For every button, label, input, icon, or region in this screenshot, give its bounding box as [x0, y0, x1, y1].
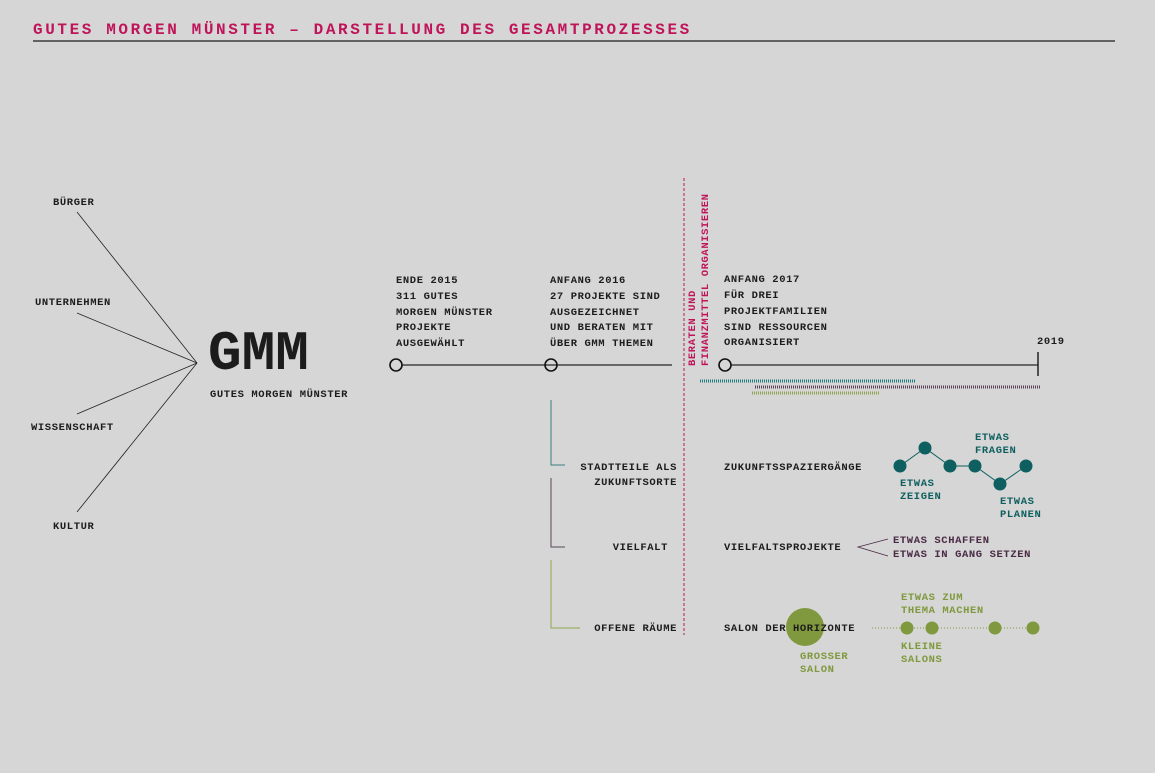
walk-planen: ETWAS [1000, 496, 1035, 508]
milestone-marker [718, 358, 732, 372]
walk-path [893, 441, 1033, 491]
salon-thema: ETWAS ZUM [901, 592, 963, 604]
kleine-salon-dots [900, 621, 1040, 635]
svg-text:27 PROJEKTE SIND: 27 PROJEKTE SIND [550, 291, 660, 303]
actor-kultur: KULTUR [53, 521, 95, 533]
svg-text:FINANZMITTEL ORGANISIEREN: FINANZMITTEL ORGANISIEREN [700, 193, 712, 366]
theme-vielfalt: VIELFALT [613, 542, 668, 554]
svg-text:311 GUTES: 311 GUTES [396, 291, 458, 303]
theme-offene-raeume: OFFENE RÄUME [594, 622, 677, 635]
project-vielfaltsprojekte: VIELFALTSPROJEKTE [724, 542, 841, 554]
svg-text:ORGANISIERT: ORGANISIERT [724, 337, 800, 349]
walk-zeigen: ETWAS [900, 478, 935, 490]
salon-gross: GROSSER [800, 651, 848, 663]
theme-stadtteile: STADTTEILE ALS [580, 462, 677, 474]
page-title: GUTES MORGEN MÜNSTER – DARSTELLUNG DES G… [33, 20, 692, 39]
actor-wissenschaft: WISSENSCHAFT [31, 422, 114, 434]
branch-olive [550, 560, 580, 629]
grosser-salon-dot [786, 608, 824, 646]
svg-text:UND BERATEN MIT: UND BERATEN MIT [550, 322, 654, 334]
svg-text:FÜR DREI: FÜR DREI [724, 289, 779, 302]
salon-thema-2: THEMA MACHEN [901, 605, 984, 617]
vielfalt-schaffen: ETWAS SCHAFFEN [893, 535, 990, 547]
svg-text:AUSGEWÄHLT: AUSGEWÄHLT [396, 337, 465, 350]
svg-text:AUSGEZEICHNET: AUSGEZEICHNET [550, 307, 640, 319]
divider-label: BERATEN UND FINANZMITTEL ORGANISIEREN [687, 193, 712, 366]
walk-fragen-2: FRAGEN [975, 445, 1016, 457]
milestone-2015: ENDE 2015 311 GUTES MORGEN MÜNSTER PROJEKT… [396, 275, 493, 350]
salon-gross-2: SALON [800, 664, 835, 676]
actor-buerger: BÜRGER [53, 196, 95, 209]
branch-teal [550, 400, 565, 466]
timeline [389, 352, 1040, 395]
branch-purple [550, 478, 565, 548]
milestone-marker [544, 358, 558, 372]
salon-kleine-2: SALONS [901, 654, 942, 666]
actor-connectors [76, 211, 198, 513]
project-zukunftsspaziergaenge: ZUKUNFTSSPAZIERGÄNGE [724, 461, 862, 474]
vielfalt-fork [856, 538, 889, 557]
gmm-logo: GMM [208, 322, 309, 386]
walk-planen-2: PLANEN [1000, 509, 1041, 521]
svg-text:SIND RESSOURCEN: SIND RESSOURCEN [724, 322, 828, 334]
svg-text:BERATEN UND: BERATEN UND [687, 290, 699, 366]
milestone-2017: ANFANG 2017 FÜR DREI PROJEKTFAMILIEN SIND … [724, 274, 828, 349]
svg-text:ENDE 2015: ENDE 2015 [396, 275, 458, 287]
end-year: 2019 [1037, 336, 1065, 348]
salon-kleine: KLEINE [901, 641, 942, 653]
milestone-2016: ANFANG 2016 27 PROJEKTE SIND AUSGEZEICHNE… [550, 275, 660, 350]
svg-text:PROJEKTE: PROJEKTE [396, 322, 451, 334]
walk-fragen: ETWAS [975, 432, 1010, 444]
theme-stadtteile-2: ZUKUNFTSORTE [594, 477, 677, 489]
milestone-marker [389, 358, 403, 372]
actor-unternehmen: UNTERNEHMEN [35, 297, 111, 309]
vielfalt-in-gang: ETWAS IN GANG SETZEN [893, 549, 1031, 561]
svg-text:ÜBER GMM THEMEN: ÜBER GMM THEMEN [550, 337, 654, 350]
gmm-full-name: GUTES MORGEN MÜNSTER [210, 388, 348, 401]
svg-text:MORGEN MÜNSTER: MORGEN MÜNSTER [396, 306, 493, 319]
svg-text:ANFANG 2016: ANFANG 2016 [550, 275, 626, 287]
project-salon: SALON DER HORIZONTE [724, 623, 855, 635]
walk-zeigen-2: ZEIGEN [900, 491, 941, 503]
svg-text:PROJEKTFAMILIEN: PROJEKTFAMILIEN [724, 306, 828, 318]
svg-text:ANFANG 2017: ANFANG 2017 [724, 274, 800, 286]
